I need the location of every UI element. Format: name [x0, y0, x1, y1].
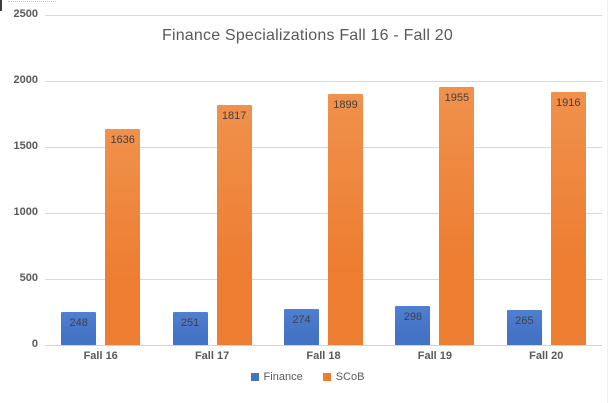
data-label: 265 [515, 315, 534, 327]
chart-title: Finance Specializations Fall 16 - Fall 2… [161, 27, 453, 44]
legend: Finance SCoB [0, 371, 615, 383]
legend-label: Finance [263, 371, 303, 383]
y-axis-tick-label: 1500 [13, 140, 38, 152]
legend-swatch-scob [322, 373, 331, 381]
gridline [45, 81, 602, 82]
bar-scob-fall-19[interactable]: 1955 [439, 87, 475, 345]
x-axis-label-fall-19: Fall 19 [417, 350, 452, 362]
bar-finance-fall-20[interactable]: 265 [506, 310, 542, 345]
data-label: 1955 [444, 92, 470, 104]
gridline [45, 213, 602, 214]
gridline [45, 279, 602, 280]
data-label: 298 [403, 311, 423, 323]
bar-finance-fall-19[interactable]: 298 [395, 306, 431, 345]
chart-object-border [607, 0, 608, 403]
y-axis-tick-label: 2500 [13, 8, 38, 20]
data-label: 1899 [333, 99, 358, 111]
y-axis-tick-label: 500 [19, 272, 38, 284]
data-label: 248 [69, 317, 88, 329]
y-axis-tick-label: 1000 [13, 206, 38, 218]
bar-scob-fall-18[interactable]: 1899 [328, 94, 363, 345]
gridline [45, 15, 602, 16]
data-label: 251 [180, 317, 200, 329]
y-axis-tick-label: 0 [31, 338, 38, 350]
x-axis-label-fall-18: Fall 18 [306, 350, 341, 362]
bar-finance-fall-18[interactable]: 274 [284, 309, 319, 345]
bar-scob-fall-20[interactable]: 1916 [550, 92, 586, 345]
page-break-dotted-line [8, 1, 56, 2]
legend-label: SCoB [335, 371, 365, 383]
x-axis-label-fall-16: Fall 16 [83, 350, 118, 362]
legend-item-finance[interactable]: Finance [250, 371, 303, 383]
bar-finance-fall-16[interactable]: 248 [61, 312, 97, 345]
bar-scob-fall-16[interactable]: 1636 [105, 129, 141, 345]
legend-swatch-finance [250, 373, 259, 381]
x-axis-label-fall-17: Fall 17 [194, 350, 230, 362]
x-axis-line [45, 345, 602, 346]
data-label: 274 [292, 314, 311, 326]
cell-cursor-edge-artifact [0, 0, 2, 11]
gridline [45, 147, 602, 148]
bar-scob-fall-17[interactable]: 1817 [216, 105, 252, 345]
bar-finance-fall-17[interactable]: 251 [172, 312, 208, 345]
data-label: 1916 [556, 97, 581, 109]
y-axis-tick-label: 2000 [13, 74, 38, 86]
data-label: 1636 [110, 134, 135, 146]
x-axis-label-fall-20: Fall 20 [529, 350, 564, 362]
data-label: 1817 [221, 110, 247, 122]
legend-item-scob[interactable]: SCoB [322, 371, 365, 383]
